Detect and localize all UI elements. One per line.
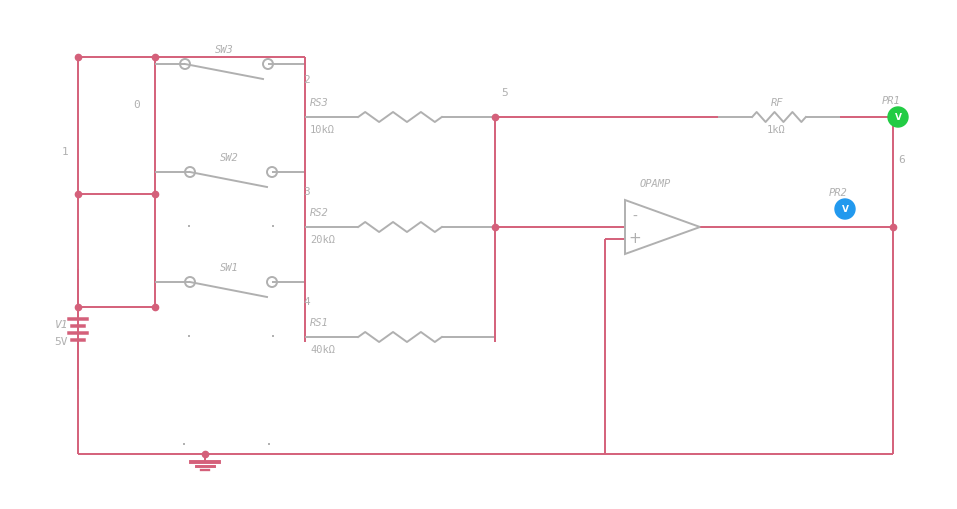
Text: +: + — [629, 231, 641, 246]
Text: PR1: PR1 — [882, 96, 901, 106]
Text: 5V: 5V — [55, 336, 68, 346]
Text: -: - — [633, 210, 637, 224]
Text: 3: 3 — [303, 187, 310, 196]
Text: 4: 4 — [303, 296, 310, 306]
Text: SW3: SW3 — [215, 45, 234, 55]
Text: PR2: PR2 — [829, 188, 848, 197]
Text: RS3: RS3 — [310, 98, 329, 108]
Text: RS1: RS1 — [310, 318, 329, 327]
Text: RS2: RS2 — [310, 208, 329, 217]
Text: 1: 1 — [61, 147, 68, 157]
Text: OPAMP: OPAMP — [640, 179, 671, 189]
Text: SW1: SW1 — [219, 263, 238, 272]
Text: 40kΩ: 40kΩ — [310, 344, 335, 354]
Text: 10kΩ: 10kΩ — [310, 125, 335, 135]
Text: V1: V1 — [55, 319, 68, 329]
Text: SW2: SW2 — [219, 153, 238, 163]
Text: RF: RF — [771, 98, 784, 108]
Text: 6: 6 — [898, 155, 904, 165]
Text: 1kΩ: 1kΩ — [767, 125, 786, 135]
Circle shape — [835, 200, 855, 219]
Circle shape — [888, 108, 908, 128]
Text: V: V — [841, 205, 849, 214]
Text: V: V — [895, 114, 901, 122]
Text: 5: 5 — [501, 88, 508, 98]
Text: 0: 0 — [133, 100, 140, 110]
Text: 20kΩ: 20kΩ — [310, 235, 335, 244]
Text: 2: 2 — [303, 75, 310, 85]
